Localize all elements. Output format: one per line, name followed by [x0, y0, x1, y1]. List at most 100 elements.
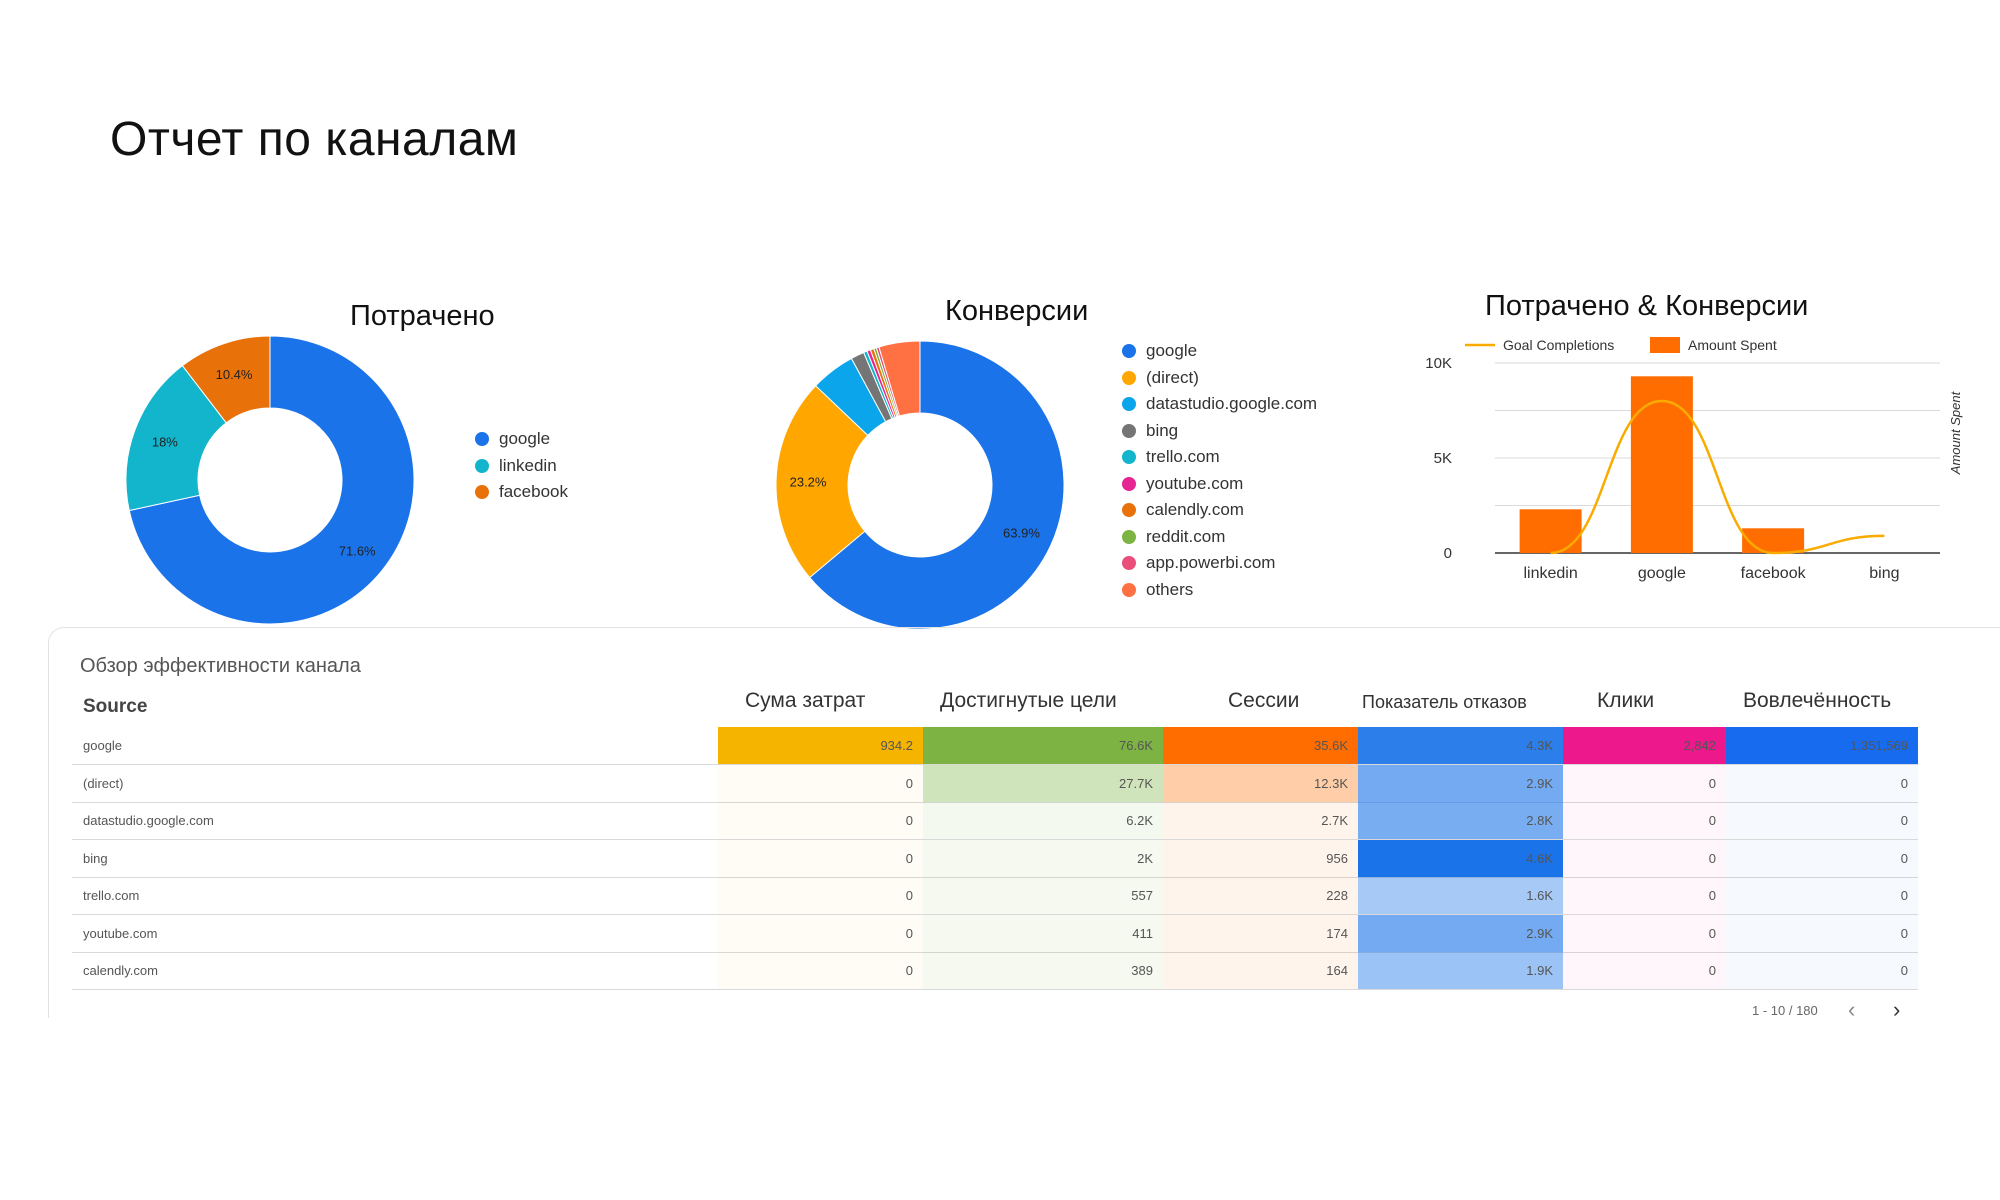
- slice-label-google: 71.6%: [339, 543, 376, 558]
- column-header[interactable]: Сессии: [1228, 689, 1300, 712]
- legend-label: linkedin: [499, 455, 557, 475]
- value-cell: 411: [923, 914, 1163, 952]
- bar-linkedin[interactable]: [1519, 509, 1582, 553]
- slice-label-facebook: 10.4%: [216, 367, 253, 382]
- table-caption: Обзор эффективности канала: [80, 655, 361, 677]
- value-cell: 0: [1563, 764, 1726, 802]
- value-cell: 0: [718, 877, 923, 914]
- legend-label: google: [1146, 341, 1198, 361]
- bar-google[interactable]: [1630, 376, 1693, 553]
- source-cell: trello.com: [83, 888, 140, 903]
- legend-label: calendly.com: [1146, 500, 1244, 520]
- value-cell: 389: [923, 952, 1163, 989]
- table-row[interactable]: bing 0 2K 956 4.6K 0 0: [72, 839, 1918, 878]
- source-cell: google: [83, 738, 123, 753]
- legend-label: google: [499, 429, 551, 449]
- legend-item-datastudio.google.com[interactable]: datastudio.google.com: [1122, 391, 1317, 418]
- value-cell: 0: [1563, 877, 1726, 914]
- value-cell: 0: [1726, 952, 1918, 989]
- slice-google[interactable]: [128, 335, 415, 625]
- value-cell: 0: [1563, 839, 1726, 877]
- legend-swatch: [1122, 582, 1136, 597]
- legend-item-google[interactable]: google: [475, 426, 568, 453]
- table-row[interactable]: calendly.com 0 389 164 1.9K 0 0: [72, 952, 1918, 990]
- spent-conversions-combo-chart: 0 5K 10K Amount Spent linkedin google facebook…: [1425, 337, 1963, 582]
- value-cell: 35.6K: [1163, 727, 1358, 764]
- column-header[interactable]: Показатель отказов: [1362, 692, 1527, 712]
- legend-item-bing[interactable]: bing: [1122, 418, 1317, 445]
- value-cell: 956: [1163, 839, 1358, 877]
- legend-item-others[interactable]: others: [1122, 577, 1317, 604]
- legend-label: app.powerbi.com: [1146, 553, 1276, 573]
- conversions-chart-title: Конверсии: [945, 295, 1089, 327]
- legend-item-trello.com[interactable]: trello.com: [1122, 444, 1317, 471]
- column-header[interactable]: Достигнутые цели: [940, 689, 1117, 712]
- value-cell: 2,842: [1563, 727, 1726, 764]
- table-row[interactable]: youtube.com 0 411 174 2.9K 0 0: [72, 914, 1918, 953]
- table-row[interactable]: datastudio.google.com 0 6.2K 2.7K 2.8K 0 0: [72, 802, 1918, 840]
- legend-item-facebook[interactable]: facebook: [475, 479, 568, 506]
- value-cell: 2.9K: [1358, 764, 1563, 802]
- y-tick-label: 0: [1444, 545, 1452, 562]
- legend-item-app.powerbi.com[interactable]: app.powerbi.com: [1122, 550, 1317, 577]
- slice-(direct)[interactable]: [775, 385, 869, 579]
- table-row[interactable]: (direct) 0 27.7K 12.3K 2.9K 0 0: [72, 764, 1918, 803]
- prev-page-button[interactable]: ‹: [1848, 997, 1856, 1022]
- legend-label-amount-spent: Amount Spent: [1688, 337, 1777, 353]
- page-title: Отчет по каналам: [110, 113, 519, 166]
- value-cell: 557: [923, 877, 1163, 914]
- legend-label: trello.com: [1146, 447, 1220, 467]
- value-cell: 1,351,569: [1726, 727, 1918, 764]
- legend-label: datastudio.google.com: [1146, 394, 1318, 414]
- slice-label-(direct): 23.2%: [790, 474, 827, 489]
- slice-label-google: 63.9%: [1003, 525, 1040, 540]
- legend-item-(direct)[interactable]: (direct): [1122, 365, 1317, 392]
- spent-donut-chart: 71.6% 18% 10.4%: [125, 335, 415, 625]
- legend-swatch: [1122, 344, 1136, 359]
- column-header[interactable]: Вовлечённость: [1743, 689, 1892, 712]
- x-tick-label: google: [1638, 565, 1686, 582]
- legend-swatch: [475, 432, 489, 447]
- legend-swatch: [1122, 397, 1136, 412]
- table-row[interactable]: google 934.2 76.6K 35.6K 4.3K 2,842 1,351,569: [72, 727, 1918, 765]
- legend-swatch: [1122, 370, 1136, 385]
- legend-label: (direct): [1146, 367, 1199, 387]
- source-cell: youtube.com: [83, 925, 158, 941]
- legend-item-youtube.com[interactable]: youtube.com: [1122, 471, 1317, 498]
- next-page-button[interactable]: ›: [1893, 997, 1901, 1022]
- legend-label: youtube.com: [1146, 473, 1244, 493]
- value-cell: 0: [1726, 877, 1918, 914]
- legend-label-goal-completions: Goal Completions: [1503, 337, 1614, 353]
- x-tick-label: bing: [1869, 565, 1899, 582]
- pagination-range: 1 - 10 / 180: [1752, 1003, 1818, 1018]
- column-header[interactable]: Клики: [1597, 689, 1655, 712]
- spent-legend: google linkedin facebook: [475, 426, 568, 506]
- goal-completions-line[interactable]: [1550, 399, 1885, 555]
- legend-label: facebook: [499, 482, 568, 502]
- column-header[interactable]: Сума затрат: [745, 689, 866, 712]
- y2-axis-label: Amount Spent: [1948, 390, 1963, 475]
- value-cell: 0: [1563, 914, 1726, 952]
- column-header-source[interactable]: Source: [83, 696, 148, 717]
- legend-item-calendly.com[interactable]: calendly.com: [1122, 497, 1317, 524]
- value-cell: 27.7K: [923, 764, 1163, 802]
- legend-item-reddit.com[interactable]: reddit.com: [1122, 524, 1317, 551]
- value-cell: 0: [1563, 802, 1726, 839]
- table-row[interactable]: trello.com 0 557 228 1.6K 0 0: [72, 877, 1918, 915]
- value-cell: 174: [1163, 914, 1358, 952]
- value-cell: 0: [1563, 952, 1726, 989]
- value-cell: 4.6K: [1358, 839, 1563, 877]
- value-cell: 12.3K: [1163, 764, 1358, 802]
- legend-swatch-amount-spent: [1650, 337, 1680, 353]
- slice-google[interactable]: [808, 340, 1065, 630]
- source-cell: calendly.com: [83, 963, 158, 978]
- value-cell: 0: [718, 952, 923, 989]
- slice-linkedin[interactable]: [125, 364, 227, 512]
- bar-facebook[interactable]: [1742, 528, 1805, 553]
- legend-item-google[interactable]: google: [1122, 338, 1317, 365]
- value-cell: 0: [1726, 764, 1918, 802]
- legend-label: bing: [1146, 420, 1179, 440]
- slice-facebook[interactable]: [181, 335, 271, 424]
- slice-others[interactable]: [878, 340, 921, 417]
- legend-item-linkedin[interactable]: linkedin: [475, 453, 568, 480]
